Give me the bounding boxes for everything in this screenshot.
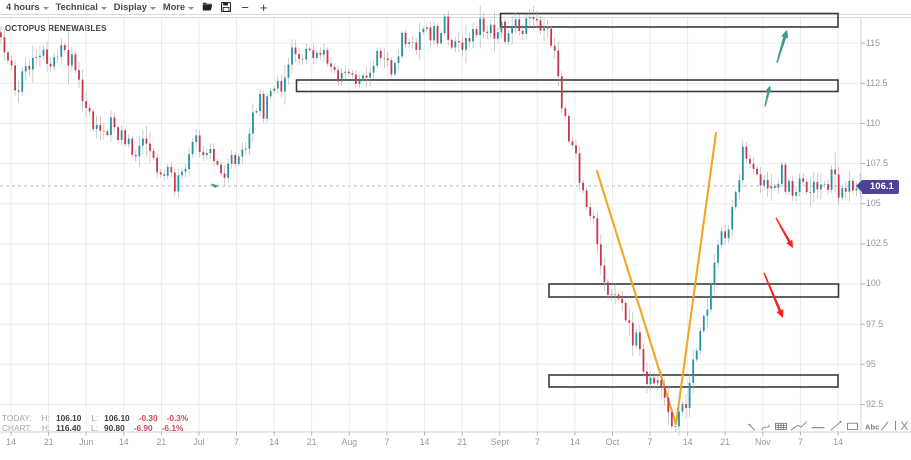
svg-text:Abc: Abc: [865, 422, 879, 431]
